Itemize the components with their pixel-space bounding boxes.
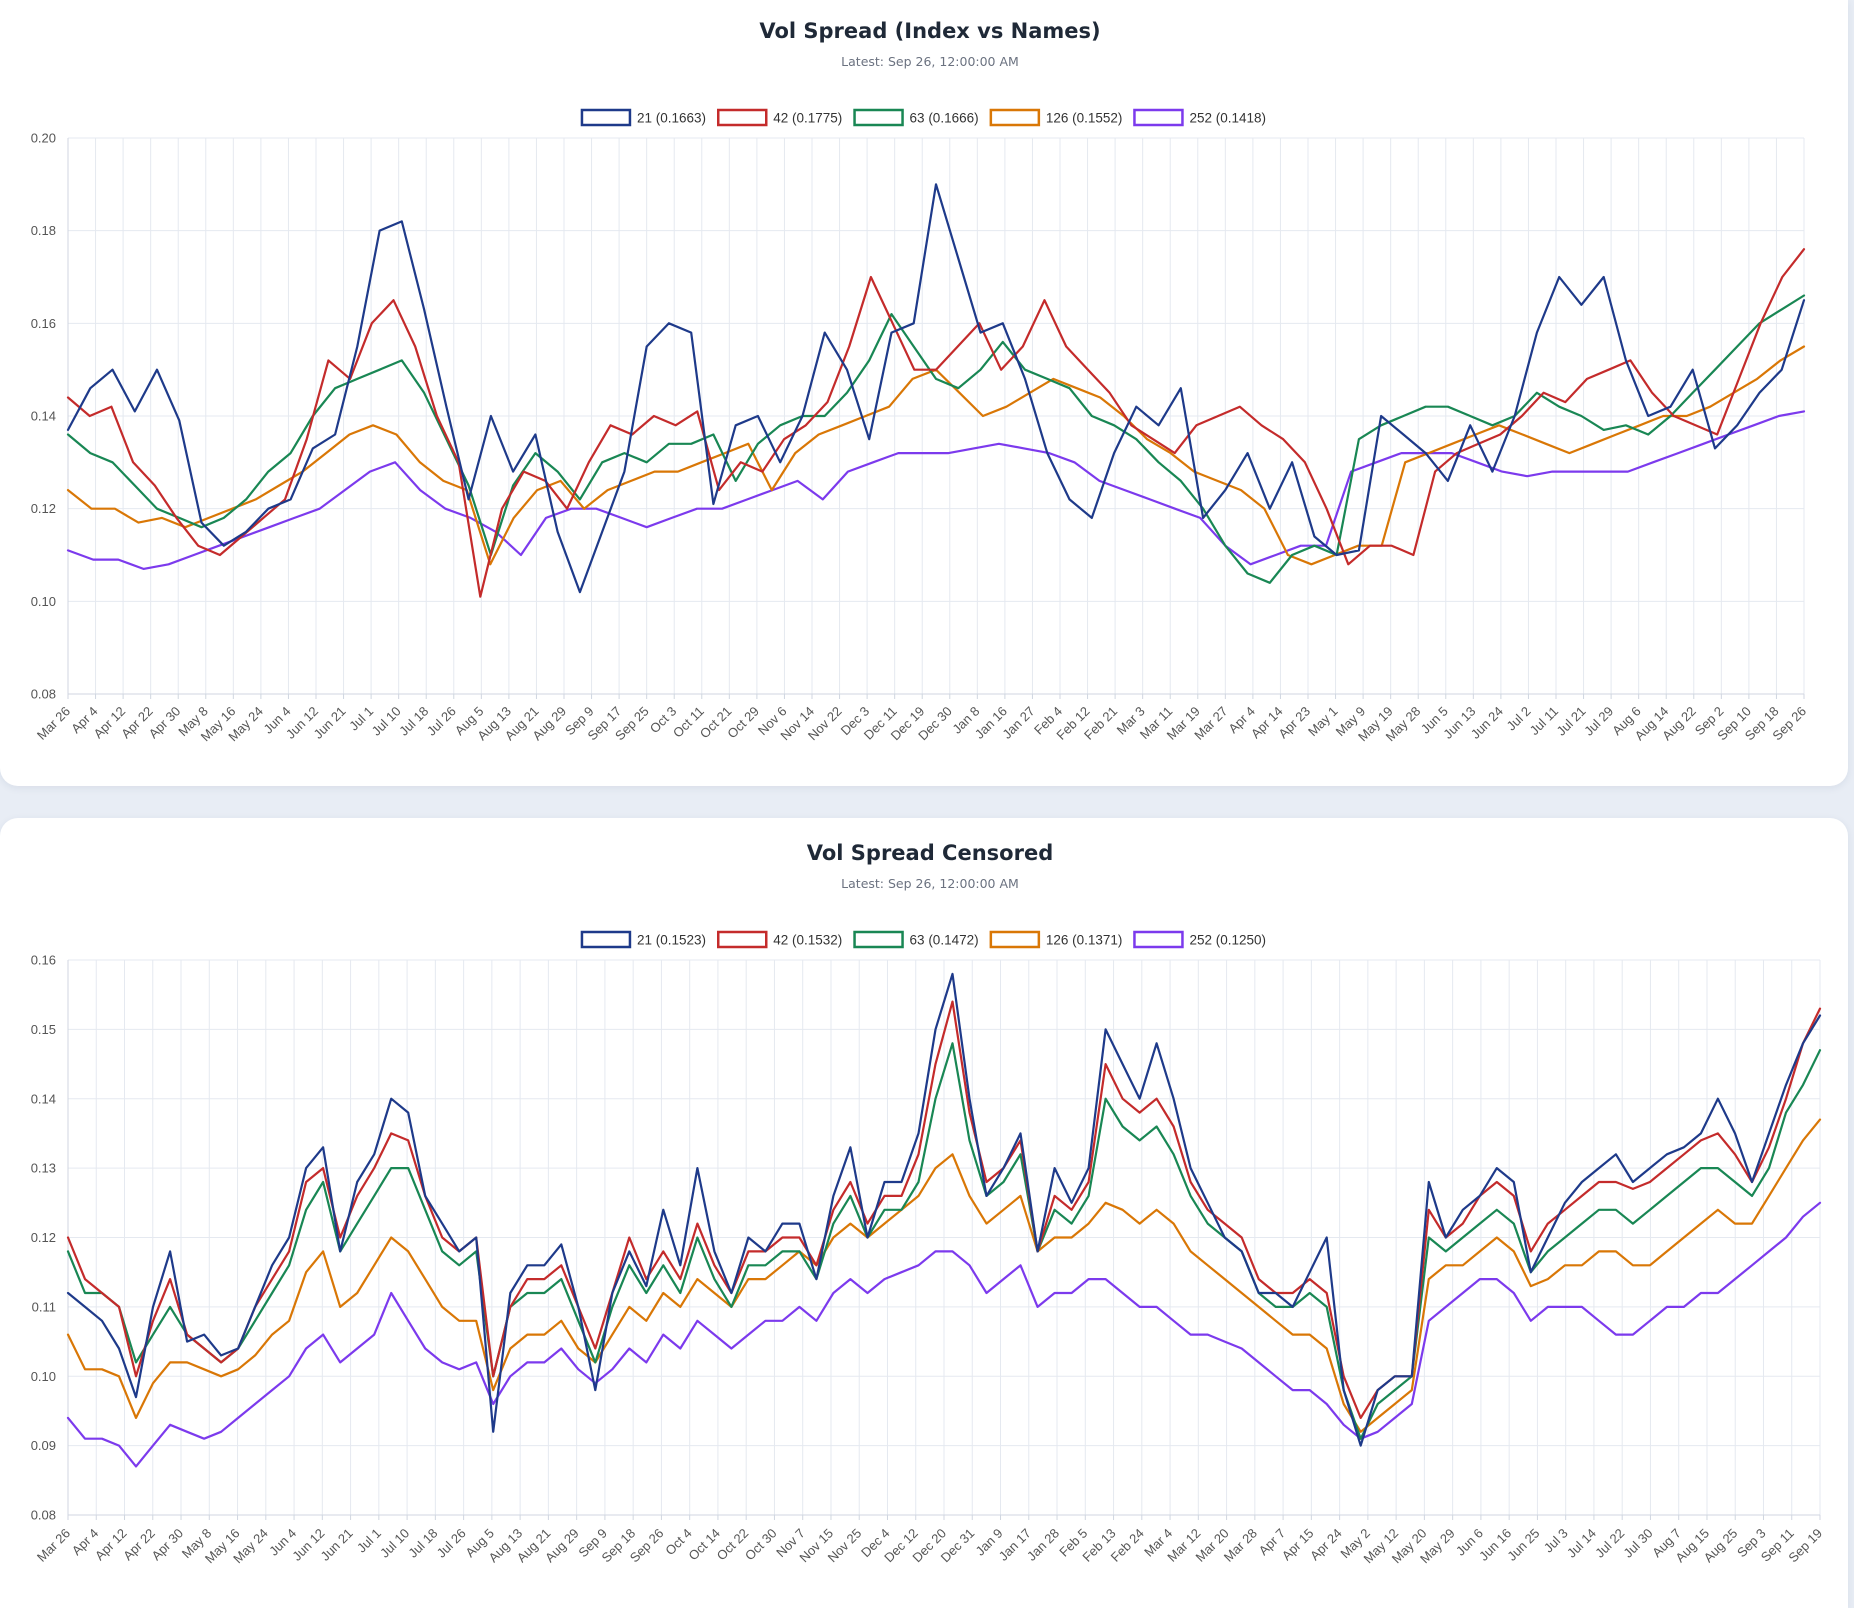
x-tick-label: Oct 29 xyxy=(724,704,762,742)
legend-item[interactable]: 21 (0.1523) xyxy=(580,930,706,949)
legend-item[interactable]: 42 (0.1775) xyxy=(717,108,842,127)
x-tick-label: Jul 18 xyxy=(405,1526,440,1561)
y-tick-label: 0.08 xyxy=(31,687,56,702)
x-tick-label: Jul 21 xyxy=(1554,704,1589,739)
x-tick-label: Apr 24 xyxy=(1307,1526,1345,1564)
legend-item[interactable]: 63 (0.1666) xyxy=(853,108,979,127)
legend-swatch xyxy=(989,930,1041,949)
chart-card-vol-spread: Vol Spread (Index vs Names) Latest: Sep 2… xyxy=(0,0,1848,786)
legend-swatch xyxy=(989,108,1041,127)
legend-swatch xyxy=(580,108,632,127)
legend-swatch xyxy=(1133,930,1184,949)
legend-item[interactable]: 42 (0.1532) xyxy=(717,930,842,949)
x-tick-label: Jun 21 xyxy=(317,1526,355,1564)
x-tick-label: Oct 30 xyxy=(742,1526,780,1564)
chart-subtitle: Latest: Sep 26, 12:00:00 AM xyxy=(841,876,1019,891)
series-line xyxy=(66,1201,1822,1468)
y-tick-label: 0.10 xyxy=(31,594,56,609)
x-tick-label: Jul 26 xyxy=(434,1526,469,1561)
chart-card-vol-spread-censored: Vol Spread Censored Latest: Sep 26, 12:00… xyxy=(0,818,1848,1608)
chart-subtitle: Latest: Sep 26, 12:00:00 AM xyxy=(841,54,1019,69)
chart-title: Vol Spread Censored xyxy=(807,841,1053,865)
chart-vol-spread-censored: Vol Spread Censored Latest: Sep 26, 12:00… xyxy=(31,841,1825,1566)
legend-swatch xyxy=(1133,108,1184,127)
series-line xyxy=(66,1042,1822,1440)
grid xyxy=(67,959,1821,1520)
y-tick-label: 0.14 xyxy=(31,409,56,424)
x-tick-label: Jul 10 xyxy=(369,704,404,739)
x-tick-label: Jun 25 xyxy=(1504,1526,1542,1564)
grid xyxy=(67,137,1805,699)
series-group xyxy=(66,972,1822,1468)
x-tick-label: Jan 28 xyxy=(1024,1526,1062,1564)
series-line xyxy=(66,1000,1822,1419)
legend: 21 (0.1663) 42 (0.1775) 63 (0.1666) 126 (0.… xyxy=(580,108,1266,127)
x-tick-label: Jul 14 xyxy=(1564,1526,1599,1561)
legend-item[interactable]: 252 (0.1250) xyxy=(1133,930,1266,949)
legend-item[interactable]: 63 (0.1472) xyxy=(853,930,979,949)
y-tick-label: 0.16 xyxy=(31,953,56,968)
series-line xyxy=(66,248,1806,598)
legend-label: 126 (0.1371) xyxy=(1046,933,1123,948)
x-tick-label: Mar 26 xyxy=(34,704,73,743)
series-line xyxy=(66,410,1806,570)
legend-label: 42 (0.1532) xyxy=(773,933,842,948)
x-tick-label: Apr 30 xyxy=(148,1526,186,1564)
legend-item[interactable]: 252 (0.1418) xyxy=(1133,108,1266,127)
x-tick-label: Apr 23 xyxy=(1275,704,1313,742)
y-tick-label: 0.09 xyxy=(31,1438,56,1453)
series-line xyxy=(66,183,1806,594)
x-tick-label: Mar 26 xyxy=(34,1526,73,1565)
legend-item[interactable]: 126 (0.1552) xyxy=(989,108,1123,127)
legend-swatch xyxy=(717,930,768,949)
legend-label: 21 (0.1663) xyxy=(637,111,706,126)
legend-item[interactable]: 126 (0.1371) xyxy=(989,930,1123,949)
chart-vol-spread: Vol Spread (Index vs Names) Latest: Sep 2… xyxy=(31,19,1809,744)
y-tick-label: 0.13 xyxy=(31,1161,56,1176)
y-tick-label: 0.12 xyxy=(31,501,56,516)
legend-swatch xyxy=(717,108,768,127)
x-tick-label: Jul 26 xyxy=(424,704,459,739)
legend-label: 252 (0.1250) xyxy=(1189,933,1266,948)
y-tick-label: 0.08 xyxy=(31,1508,56,1523)
x-tick-label: Jul 10 xyxy=(377,1526,412,1561)
x-tick-label: Jul 11 xyxy=(1527,704,1561,738)
x-tick-label: Jul 22 xyxy=(1592,1526,1627,1561)
series-line xyxy=(66,972,1822,1447)
legend-swatch xyxy=(853,930,904,949)
chart-title: Vol Spread (Index vs Names) xyxy=(759,19,1100,43)
x-tick-label: Apr 30 xyxy=(146,704,184,742)
y-tick-label: 0.16 xyxy=(31,316,56,331)
legend-label: 63 (0.1666) xyxy=(910,111,979,126)
y-tick-label: 0.10 xyxy=(31,1369,56,1384)
legend-swatch xyxy=(580,930,632,949)
x-tick-label: Jul 30 xyxy=(1620,1526,1655,1561)
series-line xyxy=(66,1118,1822,1433)
series-group xyxy=(66,183,1806,598)
x-tick-label: Jul 18 xyxy=(396,704,431,739)
legend-label: 42 (0.1775) xyxy=(773,111,842,126)
legend-label: 126 (0.1552) xyxy=(1046,111,1123,126)
legend-swatch xyxy=(853,108,904,127)
y-tick-label: 0.11 xyxy=(32,1299,56,1314)
x-tick-label: Jul 29 xyxy=(1581,704,1616,739)
y-tick-label: 0.20 xyxy=(31,131,56,146)
legend: 21 (0.1523) 42 (0.1532) 63 (0.1472) 126 (0.… xyxy=(580,930,1266,949)
legend-item[interactable]: 21 (0.1663) xyxy=(580,108,706,127)
legend-label: 21 (0.1523) xyxy=(637,933,706,948)
y-tick-label: 0.15 xyxy=(31,1022,56,1037)
legend-label: 252 (0.1418) xyxy=(1189,111,1266,126)
legend-label: 63 (0.1472) xyxy=(910,933,979,948)
y-tick-label: 0.12 xyxy=(31,1230,56,1245)
x-tick-label: May 1 xyxy=(1305,704,1341,740)
y-tick-label: 0.18 xyxy=(31,223,56,238)
y-tick-label: 0.14 xyxy=(31,1091,56,1106)
